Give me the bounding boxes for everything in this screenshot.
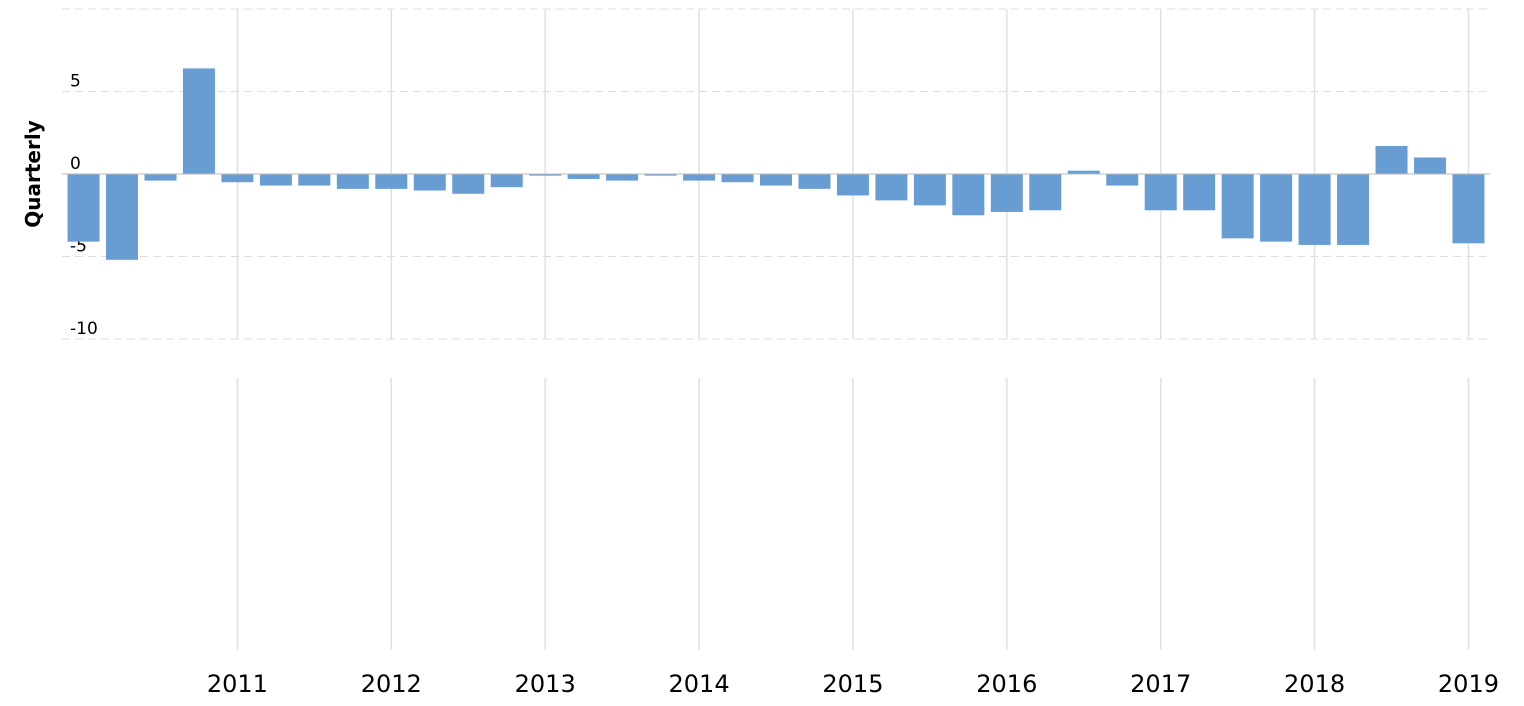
x-tick-label: 2011 [207,670,268,698]
bar [259,174,292,186]
bar [529,174,562,176]
x-tick-label: 2016 [976,670,1037,698]
bar [644,174,677,176]
bar [106,174,139,260]
bar [913,174,946,206]
bar [1337,174,1370,245]
bar [336,174,369,189]
bar [990,174,1023,212]
bar [1413,157,1446,174]
bar [606,174,639,181]
bar [67,174,100,242]
y-tick-label: 0 [70,154,81,174]
bar [144,174,177,181]
bar [221,174,254,183]
bar [875,174,908,201]
x-tick-label: 2012 [361,670,422,698]
bar [1144,174,1177,211]
bar [721,174,754,183]
bar [683,174,716,181]
bar [298,174,331,186]
bar [1106,174,1139,186]
bar [1375,145,1408,174]
x-tick-label: 2015 [822,670,883,698]
x-tick-label: 2018 [1284,670,1345,698]
bar [1183,174,1216,211]
bar [490,174,523,188]
bar [1029,174,1062,211]
bar [760,174,792,186]
x-tick-label: 2013 [515,670,576,698]
bar [798,174,831,189]
bar [567,174,600,179]
x-tick-label: 2014 [669,670,730,698]
x-tick-label: 2019 [1438,670,1499,698]
bar [1298,174,1331,245]
bar [1452,174,1485,244]
y-tick-label: 5 [70,72,81,92]
bar [375,174,408,189]
bar [836,174,869,196]
bar [182,68,215,174]
x-tick-label: 2017 [1130,670,1191,698]
bar [1067,170,1100,174]
bar [952,174,985,216]
bar [1221,174,1254,239]
bar [452,174,485,194]
bar [413,174,446,191]
y-tick-label: -10 [70,319,98,339]
bar [1260,174,1293,242]
y-axis-label: Quarterly [21,120,45,227]
